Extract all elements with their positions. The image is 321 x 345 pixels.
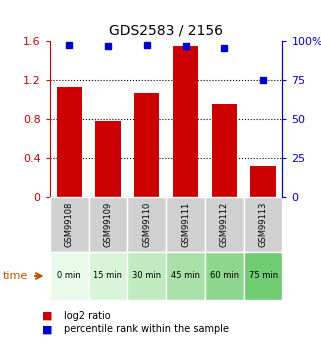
Bar bbox=[127, 252, 166, 300]
Text: GSM99111: GSM99111 bbox=[181, 201, 190, 247]
Text: ■: ■ bbox=[42, 311, 52, 321]
Title: GDS2583 / 2156: GDS2583 / 2156 bbox=[109, 23, 223, 38]
Bar bbox=[50, 252, 89, 300]
Bar bbox=[56, 87, 82, 197]
Text: 60 min: 60 min bbox=[210, 272, 239, 280]
Text: 15 min: 15 min bbox=[93, 272, 122, 280]
Text: ■: ■ bbox=[42, 325, 52, 334]
Bar bbox=[205, 197, 244, 252]
Bar bbox=[173, 46, 198, 197]
Bar bbox=[95, 121, 121, 197]
Text: 45 min: 45 min bbox=[171, 272, 200, 280]
Bar bbox=[127, 197, 166, 252]
Text: GSM99109: GSM99109 bbox=[103, 201, 112, 247]
Bar bbox=[134, 93, 159, 197]
Text: GSM99108: GSM99108 bbox=[65, 201, 74, 247]
Text: 75 min: 75 min bbox=[248, 272, 278, 280]
Bar bbox=[244, 252, 282, 300]
Bar bbox=[166, 252, 205, 300]
Text: log2 ratio: log2 ratio bbox=[64, 311, 111, 321]
Text: GSM99110: GSM99110 bbox=[142, 201, 151, 247]
Text: GSM99113: GSM99113 bbox=[259, 201, 268, 247]
Text: GSM99112: GSM99112 bbox=[220, 201, 229, 247]
Text: time: time bbox=[3, 271, 29, 281]
Bar bbox=[166, 197, 205, 252]
Bar bbox=[244, 197, 282, 252]
Bar bbox=[50, 197, 89, 252]
Bar bbox=[205, 252, 244, 300]
Bar bbox=[250, 166, 276, 197]
Text: 0 min: 0 min bbox=[57, 272, 81, 280]
Bar bbox=[212, 105, 237, 197]
Text: percentile rank within the sample: percentile rank within the sample bbox=[64, 325, 229, 334]
Bar bbox=[89, 252, 127, 300]
Bar bbox=[89, 197, 127, 252]
Text: 30 min: 30 min bbox=[132, 272, 161, 280]
